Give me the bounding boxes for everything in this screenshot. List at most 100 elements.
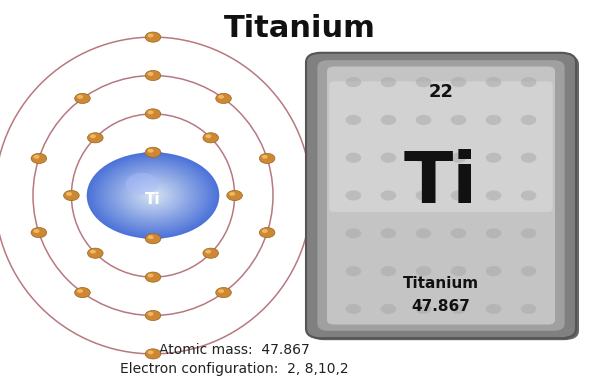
Circle shape (451, 77, 466, 87)
Circle shape (521, 228, 536, 239)
Circle shape (486, 115, 502, 125)
Circle shape (521, 77, 536, 87)
Circle shape (91, 155, 215, 236)
Circle shape (451, 228, 466, 239)
Circle shape (521, 190, 536, 201)
Circle shape (120, 174, 186, 217)
Circle shape (74, 93, 90, 104)
Text: Ti: Ti (145, 192, 161, 207)
Circle shape (94, 157, 212, 234)
Circle shape (88, 248, 103, 258)
Circle shape (416, 77, 431, 87)
Circle shape (346, 190, 361, 201)
Circle shape (102, 162, 204, 229)
Circle shape (521, 304, 536, 314)
Circle shape (346, 77, 361, 87)
Circle shape (148, 149, 154, 153)
Circle shape (142, 188, 164, 203)
Circle shape (380, 304, 396, 314)
Circle shape (66, 192, 72, 196)
Circle shape (104, 164, 202, 227)
FancyBboxPatch shape (327, 66, 555, 325)
Circle shape (145, 272, 161, 282)
Circle shape (380, 77, 396, 87)
Circle shape (145, 349, 161, 359)
Circle shape (140, 187, 166, 204)
Circle shape (149, 193, 157, 198)
Circle shape (486, 266, 502, 276)
Circle shape (451, 115, 466, 125)
Circle shape (34, 229, 40, 233)
Circle shape (111, 168, 195, 223)
Circle shape (131, 181, 175, 210)
Circle shape (128, 179, 178, 212)
Circle shape (346, 115, 361, 125)
Circle shape (98, 160, 208, 231)
Circle shape (145, 32, 161, 42)
Circle shape (31, 153, 47, 163)
Circle shape (486, 228, 502, 239)
Circle shape (133, 183, 173, 208)
Circle shape (380, 266, 396, 276)
Circle shape (100, 161, 206, 230)
Circle shape (486, 190, 502, 201)
Circle shape (521, 115, 536, 125)
Circle shape (109, 167, 197, 224)
FancyBboxPatch shape (306, 53, 576, 338)
Circle shape (87, 152, 219, 239)
Circle shape (216, 93, 232, 104)
Circle shape (203, 133, 218, 143)
Circle shape (218, 95, 224, 99)
Circle shape (380, 228, 396, 239)
Text: 47.867: 47.867 (412, 300, 470, 314)
Circle shape (346, 304, 361, 314)
Circle shape (262, 155, 268, 159)
Circle shape (451, 152, 466, 163)
Circle shape (74, 287, 90, 298)
Circle shape (31, 228, 47, 238)
Circle shape (416, 228, 431, 239)
Circle shape (203, 248, 218, 258)
Circle shape (136, 184, 170, 207)
Circle shape (145, 233, 161, 244)
Circle shape (416, 152, 431, 163)
Text: Ti: Ti (404, 149, 478, 218)
Circle shape (486, 77, 502, 87)
Circle shape (113, 170, 193, 221)
Circle shape (521, 152, 536, 163)
Circle shape (148, 235, 154, 239)
Circle shape (262, 229, 268, 233)
Circle shape (205, 250, 211, 254)
Circle shape (144, 190, 162, 201)
Circle shape (34, 155, 40, 159)
Circle shape (416, 115, 431, 125)
Text: Atomic mass:  47.867: Atomic mass: 47.867 (158, 343, 310, 357)
FancyBboxPatch shape (309, 55, 579, 340)
FancyBboxPatch shape (329, 81, 553, 212)
Circle shape (137, 185, 169, 206)
Circle shape (521, 266, 536, 276)
Circle shape (88, 133, 103, 143)
Circle shape (145, 310, 161, 321)
Text: Titanium: Titanium (403, 276, 479, 291)
Circle shape (89, 154, 217, 237)
Circle shape (115, 171, 191, 220)
Circle shape (118, 172, 188, 219)
Circle shape (90, 134, 96, 138)
Circle shape (259, 153, 275, 163)
Circle shape (205, 134, 211, 138)
Circle shape (451, 304, 466, 314)
Text: Titanium: Titanium (224, 14, 376, 43)
FancyBboxPatch shape (317, 60, 565, 331)
Circle shape (145, 70, 161, 81)
Circle shape (259, 228, 275, 238)
Circle shape (148, 110, 154, 114)
Circle shape (148, 350, 154, 354)
Circle shape (218, 289, 224, 293)
Circle shape (380, 115, 396, 125)
Circle shape (148, 72, 154, 76)
Circle shape (416, 304, 431, 314)
Circle shape (148, 34, 154, 38)
Circle shape (145, 109, 161, 119)
Circle shape (90, 250, 96, 254)
